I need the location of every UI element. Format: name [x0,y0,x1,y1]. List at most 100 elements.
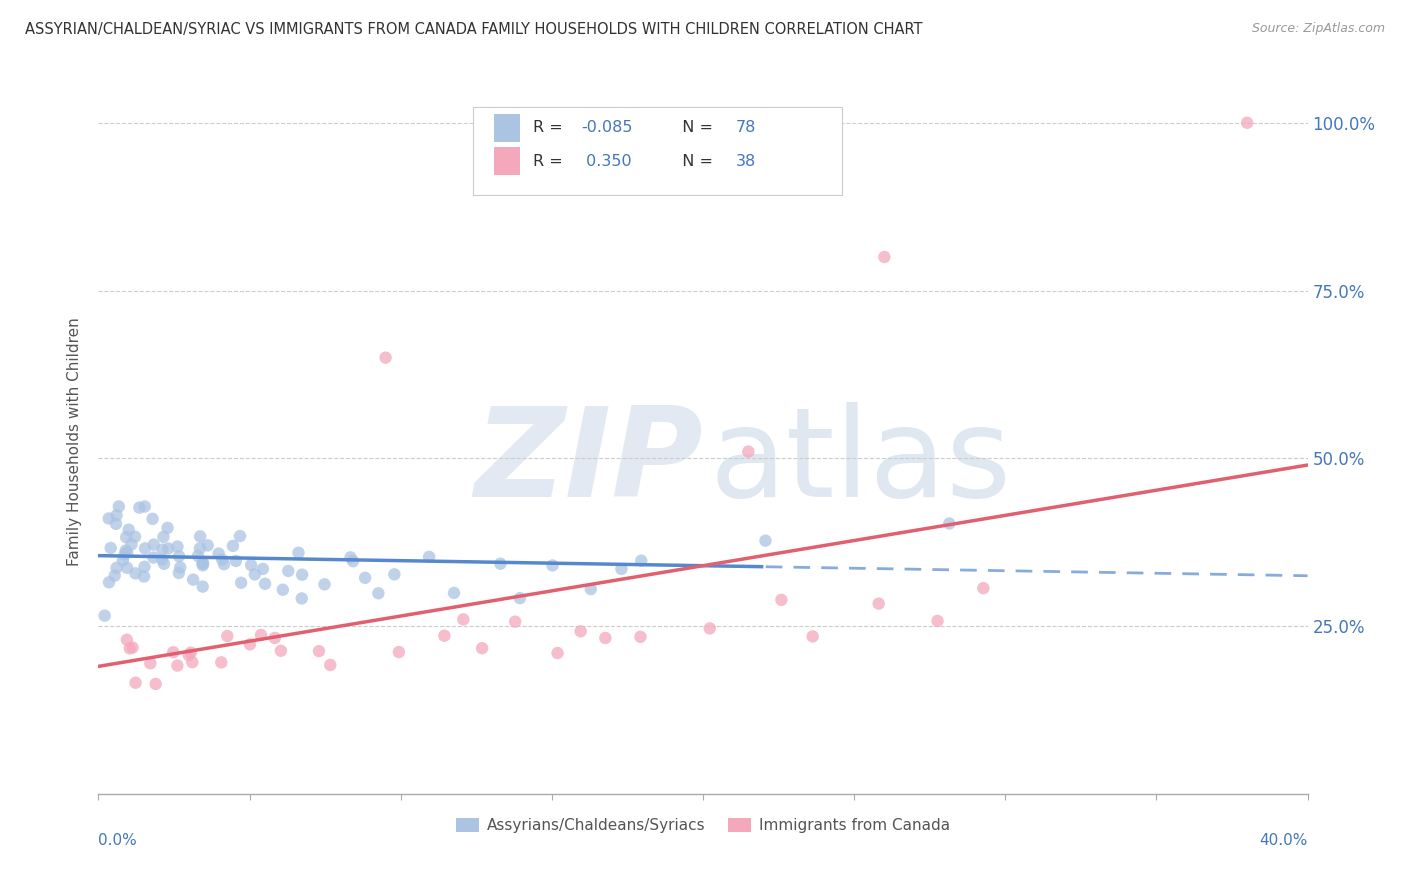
Point [142,512,165,526]
Point [453,612,475,626]
Point [801,629,824,643]
Point [150,552,173,566]
Point [115,561,138,575]
Point [114,548,136,562]
Point [770,592,793,607]
Point [250,628,273,642]
Point [873,250,896,264]
Point [166,540,188,554]
Point [503,615,526,629]
Text: 0.350: 0.350 [581,153,631,169]
Point [291,591,314,606]
Point [212,558,235,572]
Point [319,657,342,672]
Point [193,556,215,570]
Point [197,538,219,552]
Text: -0.085: -0.085 [581,120,633,136]
Point [229,575,252,590]
Text: 0.0%: 0.0% [98,832,138,847]
Point [134,559,156,574]
Point [938,516,960,531]
Point [162,645,184,659]
Point [595,631,617,645]
Point [222,539,245,553]
Point [156,521,179,535]
Legend: Assyrians/Chaldeans/Syriacs, Immigrants from Canada: Assyrians/Chaldeans/Syriacs, Immigrants … [450,812,956,839]
Point [217,629,239,643]
Text: 40.0%: 40.0% [1260,832,1308,847]
Point [167,549,190,564]
Point [433,629,456,643]
Point [139,657,162,671]
Point [243,567,266,582]
Text: 38: 38 [735,153,756,169]
Point [132,569,155,583]
Bar [494,147,520,175]
Point [342,554,364,568]
Point [207,547,229,561]
Point [367,586,389,600]
Point [354,571,377,585]
Point [489,557,512,571]
Point [191,558,214,573]
Point [169,560,191,574]
Point [153,557,176,571]
Point [547,646,569,660]
Point [111,553,134,567]
Point [181,655,204,669]
Point [118,523,141,537]
Point [105,508,128,523]
Point [270,644,292,658]
Point [180,646,202,660]
Point [145,677,167,691]
Point [98,575,121,590]
Point [124,675,146,690]
Point [254,576,277,591]
Y-axis label: Family Households with Children: Family Households with Children [67,318,83,566]
Point [630,554,652,568]
Point [105,516,128,531]
Point [181,573,204,587]
Point [134,541,156,556]
Point [108,500,131,514]
Point [271,582,294,597]
Point [263,631,285,645]
Point [188,541,211,556]
Point [314,577,336,591]
Text: R =: R = [533,153,568,169]
Point [166,658,188,673]
Point [868,597,890,611]
Point [167,566,190,580]
Point [142,538,165,552]
Point [443,586,465,600]
Point [388,645,411,659]
Point [277,564,299,578]
Point [124,530,146,544]
Point [114,543,136,558]
Point [229,529,252,543]
Point [97,511,120,525]
Point [569,624,592,639]
Point [471,641,494,656]
Point [291,567,314,582]
Point [252,562,274,576]
Point [121,537,143,551]
Point [339,550,361,565]
Text: R =: R = [533,120,568,136]
Point [699,621,721,635]
Point [115,545,138,559]
Point [177,648,200,662]
Point [142,550,165,565]
Point [124,566,146,581]
Point [225,554,247,568]
Point [418,549,440,564]
Point [100,541,122,555]
Point [382,567,405,582]
Point [157,541,180,556]
Point [118,641,141,656]
Point [104,568,127,582]
Point [105,561,128,575]
Point [541,558,564,573]
Point [134,500,156,514]
Text: atlas: atlas [709,402,1011,524]
